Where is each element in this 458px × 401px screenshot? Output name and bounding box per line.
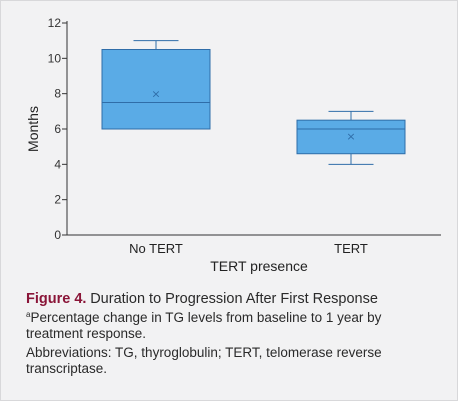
y-tick-label: 12 bbox=[48, 16, 62, 30]
y-tick-label: 8 bbox=[54, 87, 61, 101]
footnote-text: Percentage change in TG levels from base… bbox=[26, 310, 382, 341]
figure-footnote: aPercentage change in TG levels from bas… bbox=[26, 310, 431, 342]
box-plot: 0 2 4 6 8 10 12 Months TERT presence × No TERT × TER… bbox=[25, 16, 441, 274]
figure-heading: Figure 4. Duration to Progression After … bbox=[26, 291, 431, 307]
x-tick-label: TERT bbox=[334, 241, 368, 256]
footnote-mark: a bbox=[26, 310, 31, 319]
y-tick-label: 4 bbox=[54, 157, 61, 171]
y-tick-label: 0 bbox=[54, 228, 61, 242]
box-iqr bbox=[101, 49, 211, 130]
box-iqr bbox=[296, 119, 406, 155]
y-tick-label: 6 bbox=[54, 122, 61, 136]
mean-marker: × bbox=[346, 130, 355, 143]
figure-label: Figure 4. bbox=[26, 291, 87, 307]
y-tick-label: 10 bbox=[48, 51, 62, 65]
abbreviations: Abbreviations: TG, thyroglobulin; TERT, … bbox=[26, 345, 382, 376]
y-axis-label: Months bbox=[25, 106, 41, 152]
x-axis-label: TERT presence bbox=[210, 258, 308, 274]
figure-caption: Figure 4. Duration to Progression After … bbox=[26, 291, 431, 377]
figure-title: Duration to Progression After First Resp… bbox=[90, 291, 378, 307]
x-tick-label: No TERT bbox=[129, 241, 183, 256]
y-tick-label: 2 bbox=[54, 193, 61, 207]
mean-marker: × bbox=[151, 88, 160, 101]
